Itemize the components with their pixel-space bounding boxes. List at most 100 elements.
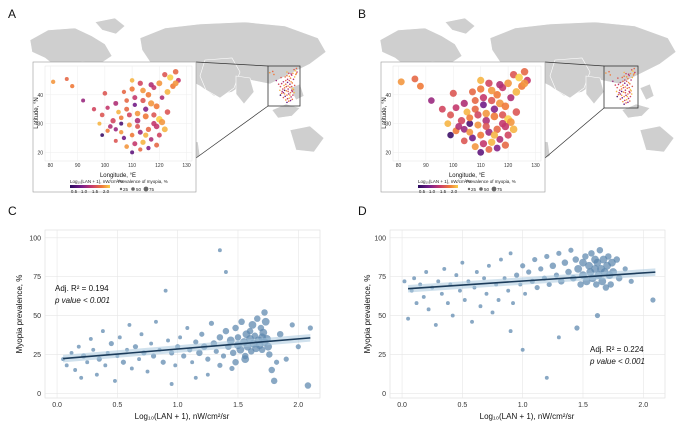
mini-point-a-60: [284, 79, 287, 82]
mini-point-a-47: [291, 82, 294, 84]
scatter-point-c-28: [149, 341, 154, 346]
xtick-c-3: 1.5: [233, 402, 243, 409]
map-point-b-29: [493, 125, 501, 134]
mini-point-b-44: [618, 91, 620, 94]
map-point-a-9: [156, 80, 163, 87]
scatter-point-d-34: [506, 288, 511, 293]
panel-label-d: D: [358, 204, 367, 218]
scatter-point-d-37: [514, 272, 520, 278]
mini-point-a-5: [286, 71, 288, 73]
mini-point-a-43: [280, 92, 283, 95]
map-point-a-5: [129, 78, 135, 83]
mini-point-b-3: [619, 81, 622, 84]
legend-size-dot-b-2: [491, 186, 497, 192]
inset-ytick-a-1: 30: [37, 122, 43, 128]
scatter-point-c-44: [196, 349, 203, 357]
mini-point-a-45: [295, 73, 297, 76]
scatter-point-c-12: [100, 329, 105, 334]
scatter-point-c-8: [88, 336, 93, 341]
scatter-point-c-55: [222, 327, 230, 335]
map-point-b-62: [501, 141, 510, 149]
map-point-b-6: [485, 79, 493, 87]
scatter-point-c-103: [169, 382, 174, 386]
map-point-b-48: [490, 105, 499, 113]
scatter-point-c-16: [113, 378, 117, 383]
panel-c: 0.0 0.5 1.0 1.5 2.0 0 25 50 75 100 Adj. R² = 0.19…: [15, 229, 321, 421]
mini-point-a-53: [279, 89, 281, 92]
map-point-b-67: [477, 85, 485, 93]
mini-point-a-58: [288, 75, 291, 78]
inset-xlabel-b: Longitude, °E: [449, 173, 485, 179]
scatter-point-d-48: [546, 281, 552, 288]
scatter-point-c-23: [132, 344, 139, 350]
scatter-point-c-50: [213, 348, 219, 354]
mini-point-b-34: [622, 100, 624, 103]
scatter-point-d-62: [582, 253, 589, 260]
mini-point-b-67: [623, 75, 625, 77]
mini-point-a-63: [289, 99, 292, 102]
scatter-point-d-49: [549, 262, 557, 270]
scatter-point-d-7: [424, 270, 429, 274]
legend-size-dot-b-1: [479, 187, 483, 191]
mini-point-b-55: [612, 80, 614, 83]
scatter-point-d-64: [585, 261, 593, 270]
inset-xtick-a-2: 100: [101, 163, 110, 169]
map-point-a-71: [151, 120, 157, 127]
fit-line-c: [63, 337, 311, 360]
map-point-b-40: [504, 131, 512, 139]
mini-point-b-47: [629, 83, 631, 85]
scatter-point-c-7: [85, 360, 90, 365]
map-point-b-25: [498, 111, 507, 119]
mini-point-b-33: [619, 98, 622, 100]
map-point-a-51: [118, 115, 124, 121]
mini-point-a-12: [295, 67, 298, 70]
map-point-b-18: [471, 105, 479, 113]
inset-xtick-a-0: 80: [48, 163, 54, 169]
inset-xtick-b-2: 100: [449, 163, 458, 169]
map-point-a-67: [129, 86, 135, 92]
map-point-b-58: [487, 86, 496, 95]
legend-b: Log₁₀(LAN + 1), nW/cm²/sr 0.5 1.0 1.5 2.…: [418, 179, 516, 194]
mini-point-a-69: [289, 94, 291, 96]
mini-point-b-57: [627, 73, 630, 76]
map-point-a-4: [121, 89, 127, 95]
inset-points-a: [51, 68, 181, 155]
scatter-point-d-10: [433, 322, 438, 327]
map-point-a-16: [140, 97, 146, 104]
inset-xtick-a-4: 120: [155, 163, 164, 169]
legend-size-dot-a-1: [131, 187, 135, 191]
map-point-a-68: [172, 80, 179, 87]
legend-color-tick-a-2: 1.5: [92, 189, 99, 194]
mini-point-a-65: [280, 82, 283, 85]
map-point-a-30: [137, 129, 143, 135]
scatter-point-d-59: [577, 281, 584, 288]
mini-point-b-43: [617, 93, 620, 96]
mini-point-a-36: [288, 97, 291, 99]
map-point-a-32: [121, 135, 127, 141]
legend-size-label-b-0: 25: [471, 187, 477, 192]
map-point-a-2: [102, 91, 108, 96]
scatter-point-c-80: [258, 346, 266, 354]
map-point-a-62: [154, 142, 160, 148]
mini-point-b-32: [621, 97, 624, 99]
scatter-point-d-85: [613, 256, 621, 263]
scatter-point-d-54: [565, 268, 572, 276]
map-point-a-59: [132, 95, 138, 101]
scatter-point-d-78: [602, 284, 610, 291]
mini-point-a-10: [293, 68, 295, 71]
map-point-b-17: [480, 101, 487, 109]
mini-point-b-58: [625, 76, 628, 78]
map-point-a-15: [148, 100, 155, 107]
map-point-a-31: [129, 132, 135, 138]
map-point-b-39: [477, 148, 485, 156]
mini-point-a-64: [293, 84, 296, 87]
mini-point-a-51: [283, 87, 286, 89]
scatter-point-d-12: [439, 291, 444, 296]
mini-point-b-24: [626, 87, 629, 90]
mini-point-a-26: [292, 87, 294, 90]
mini-point-b-62: [629, 100, 631, 102]
mini-point-a-8: [290, 74, 293, 76]
scatter-point-d-47: [544, 253, 550, 260]
map-point-b-4: [468, 88, 476, 96]
scatter-point-c-48: [208, 320, 215, 326]
